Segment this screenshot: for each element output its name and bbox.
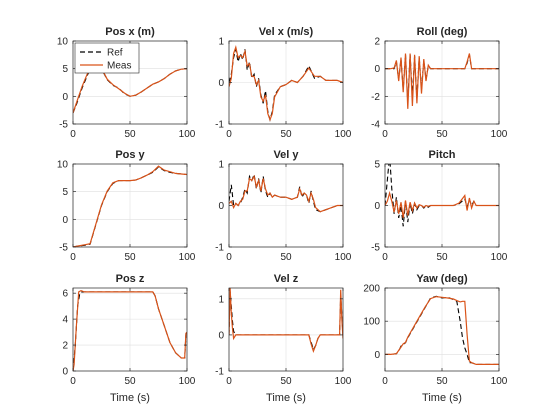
x-tick-label: 50 — [124, 376, 136, 387]
subplot-title: Vel x (m/s) — [259, 26, 314, 38]
y-tick-label: -5 — [371, 243, 380, 254]
series-line-meas — [73, 165, 187, 247]
x-axis-label: Time (s) — [422, 392, 462, 404]
x-tick-label: 100 — [179, 252, 196, 263]
y-tick-label: 200 — [363, 284, 380, 295]
x-tick-label: 100 — [491, 129, 508, 140]
y-tick-label: -1 — [215, 243, 224, 254]
x-tick-label: 0 — [382, 376, 388, 387]
x-tick-label: 100 — [179, 376, 196, 387]
series-line-meas — [229, 288, 343, 353]
y-tick-label: 0 — [218, 330, 224, 341]
x-tick-label: 0 — [226, 252, 232, 263]
x-tick-label: 50 — [280, 252, 292, 263]
y-tick-label: 0 — [374, 201, 380, 212]
x-tick-label: 100 — [335, 252, 352, 263]
y-tick-label: 0 — [62, 367, 68, 378]
subplot-title: Pos z — [116, 273, 145, 285]
y-tick-label: 1 — [218, 37, 224, 48]
y-tick-label: 1 — [218, 160, 224, 171]
y-tick-label: 0 — [218, 78, 224, 89]
x-tick-label: 0 — [70, 376, 76, 387]
x-tick-label: 0 — [382, 252, 388, 263]
x-tick-label: 100 — [335, 376, 352, 387]
y-tick-label: 2 — [62, 341, 68, 352]
y-tick-label: -2 — [371, 92, 380, 103]
series-line-meas — [229, 45, 343, 122]
x-tick-label: 0 — [70, 129, 76, 140]
y-tick-label: 100 — [363, 317, 380, 328]
y-tick-label: 10 — [57, 37, 69, 48]
x-tick-label: 0 — [226, 129, 232, 140]
legend-label-meas: Meas — [107, 61, 131, 72]
y-tick-label: -1 — [215, 120, 224, 131]
x-tick-label: 50 — [280, 376, 292, 387]
x-tick-label: 100 — [179, 129, 196, 140]
x-tick-label: 100 — [335, 129, 352, 140]
subplot-title: Yaw (deg) — [416, 273, 468, 285]
x-tick-label: 100 — [491, 252, 508, 263]
x-tick-label: 50 — [436, 252, 448, 263]
y-tick-label: 10 — [57, 160, 69, 171]
x-tick-label: 0 — [226, 376, 232, 387]
subplot-title: Vel y — [273, 149, 299, 161]
x-tick-label: 50 — [436, 376, 448, 387]
series-line-meas — [385, 190, 499, 218]
subplot-title: Pitch — [429, 149, 456, 161]
subplot-title: Vel z — [274, 273, 299, 285]
x-tick-label: 0 — [382, 129, 388, 140]
y-tick-label: 0 — [62, 215, 68, 226]
y-tick-label: 1 — [218, 294, 224, 305]
x-tick-label: 0 — [70, 252, 76, 263]
series-line-meas — [73, 289, 187, 371]
y-tick-label: -5 — [59, 243, 68, 254]
y-tick-label: 0 — [374, 64, 380, 75]
series-line-meas — [385, 295, 499, 365]
y-tick-label: 6 — [62, 289, 68, 300]
x-axis-label: Time (s) — [266, 392, 306, 404]
y-tick-label: 4 — [62, 315, 68, 326]
subplot-title: Pos x (m) — [105, 26, 155, 38]
x-tick-label: 50 — [124, 129, 136, 140]
x-tick-label: 50 — [436, 129, 448, 140]
y-tick-label: 5 — [62, 64, 68, 75]
subplot-title: Roll (deg) — [417, 26, 468, 38]
legend: Ref Meas — [74, 42, 140, 74]
y-tick-label: 2 — [374, 37, 380, 48]
y-tick-label: 5 — [374, 160, 380, 171]
y-tick-label: -4 — [371, 120, 380, 131]
legend-box — [74, 42, 140, 74]
y-tick-label: -5 — [59, 120, 68, 131]
subplot-title: Pos y — [115, 149, 145, 161]
subplot-7: 0 50 100 0 2 4 6 Pos z Time (s) — [62, 273, 195, 404]
y-tick-label: 5 — [62, 187, 68, 198]
y-tick-label: 0 — [374, 350, 380, 361]
series-line-meas — [385, 53, 499, 109]
y-tick-label: 0 — [62, 92, 68, 103]
y-tick-label: -1 — [215, 367, 224, 378]
x-tick-label: 50 — [280, 129, 292, 140]
legend-label-ref: Ref — [107, 48, 123, 59]
x-tick-label: 50 — [124, 252, 136, 263]
x-tick-label: 100 — [491, 376, 508, 387]
series-line-meas — [229, 174, 343, 213]
subplot-3: 0 50 100 -4 -2 0 2 Roll (deg) — [371, 26, 508, 140]
subplot-9: 0 50 100 0 100 200 Yaw (deg) Time (s) — [363, 273, 507, 404]
x-axis-label: Time (s) — [110, 392, 150, 404]
y-tick-label: 0 — [218, 201, 224, 212]
